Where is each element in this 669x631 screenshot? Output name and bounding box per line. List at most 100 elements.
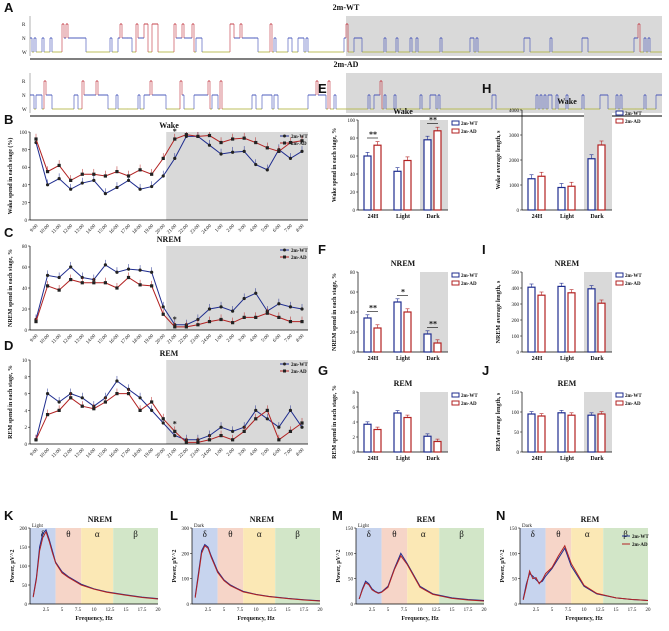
- data-point: [300, 149, 304, 153]
- y-tick-label: 150: [346, 527, 354, 532]
- y-tick-label: 8: [25, 376, 28, 381]
- y-tick-label: 20: [22, 201, 28, 206]
- x-tick-label: 14:00: [86, 334, 98, 346]
- legend-swatch-wt: [615, 272, 624, 278]
- data-point: [254, 162, 258, 167]
- x-tick-label: 23:00: [190, 448, 202, 460]
- panel-label-f: F: [318, 242, 326, 257]
- y-axis-label: Power, μV^2: [336, 550, 342, 583]
- hypnogram-title: 2m-WT: [333, 3, 360, 12]
- band-symbol: θ: [66, 529, 70, 539]
- bar-wt-light: [557, 186, 566, 211]
- series-line-wt: [35, 135, 303, 195]
- panel-label-a: A: [4, 0, 14, 15]
- data-point: [288, 140, 293, 145]
- data-point: [103, 192, 107, 196]
- y-tick-label: 0: [517, 209, 520, 214]
- x-tick-label: Dark: [590, 456, 604, 462]
- legend-label-wt: 2m-WT: [291, 249, 308, 254]
- legend-swatch-wt: [615, 392, 624, 398]
- spectrum-line-ad: [522, 544, 649, 601]
- panel-label-d: D: [4, 338, 13, 353]
- data-point: [277, 425, 281, 429]
- data-point: [80, 275, 84, 280]
- y-axis-label: Power, μV^2: [10, 550, 16, 583]
- x-tick-label: 10:00: [39, 334, 51, 346]
- data-point: [45, 183, 50, 187]
- panel-label-j: J: [482, 363, 489, 378]
- data-point: [45, 284, 50, 288]
- data-point: [57, 163, 61, 168]
- y-tick-label: 0: [187, 603, 190, 608]
- x-tick-label: 11:00: [51, 334, 63, 346]
- hypnogram-level-label: R: [22, 80, 26, 85]
- x-tick-label: 17:00: [120, 448, 132, 460]
- chart-g: REM 0 2 4 6 8 REM spend in each stage, % 24H Lig…: [332, 379, 478, 462]
- y-tick-label: 6: [25, 393, 28, 398]
- x-tick-label: 24H: [368, 356, 379, 362]
- x-tick-label: 19:00: [143, 334, 155, 346]
- chart-title: REM: [581, 515, 600, 524]
- x-tick-label: 17.5: [300, 608, 309, 613]
- y-tick-label: 2: [25, 426, 28, 431]
- data-point: [219, 317, 223, 322]
- x-tick-label: 5:00: [261, 448, 271, 458]
- data-point: [254, 291, 258, 295]
- bar-ad-24h: [373, 428, 382, 453]
- series-line-ad: [35, 134, 303, 182]
- x-tick-label: 13:00: [74, 334, 86, 346]
- chart-title: REM: [160, 349, 179, 358]
- y-tick-label: 80: [22, 149, 28, 154]
- x-tick-label: Light: [560, 356, 574, 362]
- y-axis-label: REM spend in each stage, %: [8, 365, 14, 439]
- x-tick-label: 7:00: [284, 448, 294, 458]
- y-tick-label: 2000: [509, 159, 520, 164]
- y-tick-label: 100: [20, 565, 28, 570]
- y-axis-label: Wake average length, s: [496, 130, 502, 190]
- hypnogram-level-label: W: [22, 51, 27, 56]
- data-point: [300, 421, 304, 425]
- panel-label-n: N: [496, 508, 505, 523]
- data-point: [231, 137, 235, 141]
- x-tick-label: 21:00: [167, 334, 179, 346]
- x-tick-label: 13:00: [74, 224, 86, 236]
- y-tick-label: 80: [350, 137, 356, 142]
- band-symbol: β: [133, 529, 138, 539]
- data-point: [207, 438, 212, 442]
- data-point: [254, 408, 258, 412]
- data-point: [150, 408, 154, 412]
- y-tick-label: 300: [182, 527, 190, 532]
- x-tick-label: 24H: [368, 456, 379, 462]
- y-tick-label: 100: [346, 552, 354, 557]
- data-point: [196, 134, 200, 138]
- data-point: [45, 392, 50, 396]
- y-tick-label: 100: [20, 131, 28, 136]
- x-tick-label: 15: [614, 608, 620, 613]
- x-tick-label: 24:00: [201, 334, 213, 346]
- y-tick-label: 4: [25, 409, 28, 414]
- x-tick-label: 7.5: [565, 608, 572, 613]
- band-symbol: δ: [531, 529, 535, 539]
- x-tick-label: 1:00: [215, 448, 225, 458]
- x-tick-label: 14:00: [86, 448, 98, 460]
- x-tick-label: 17:00: [120, 224, 132, 236]
- bar-wt-24h: [363, 155, 372, 211]
- data-point: [288, 408, 293, 412]
- x-tick-label: 15: [286, 608, 292, 613]
- x-tick-label: Dark: [590, 356, 604, 362]
- data-point: [161, 174, 165, 178]
- data-point: [219, 434, 223, 438]
- bar-ad-dark: [597, 413, 606, 453]
- panel-label-c: C: [4, 225, 14, 240]
- data-point: [80, 281, 84, 285]
- y-tick-label: 150: [20, 546, 28, 551]
- data-point: [254, 140, 258, 145]
- y-axis-label: NREM spend in each stage, %: [8, 249, 14, 327]
- legend-label-wt: 2m-WT: [461, 394, 478, 399]
- y-tick-label: 4000: [509, 109, 520, 114]
- y-tick-label: 6: [353, 406, 356, 411]
- y-tick-label: 100: [182, 578, 190, 583]
- legend-label-wt: 2m-WT: [632, 535, 649, 540]
- x-tick-label: 10:00: [39, 448, 51, 460]
